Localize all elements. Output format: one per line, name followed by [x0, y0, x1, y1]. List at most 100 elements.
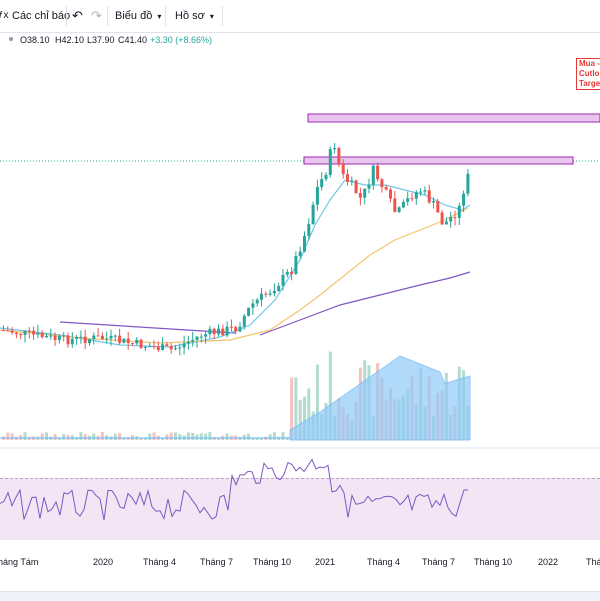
candle-body — [40, 332, 44, 338]
candle-body — [444, 221, 448, 225]
toolbar-divider — [107, 6, 108, 26]
candle-body — [100, 335, 104, 340]
volume-bar — [225, 433, 229, 440]
volume-bar — [113, 433, 117, 440]
indicators-button[interactable]: Các chỉ báo — [12, 10, 71, 22]
volume-bar — [6, 432, 10, 440]
candle-body — [225, 326, 229, 336]
chart-menu-label: Biểu đồ — [115, 10, 153, 22]
volume-bar — [272, 432, 276, 440]
volume-bar — [186, 432, 190, 440]
time-axis-label: Tháng 4 — [367, 557, 401, 567]
candle-body — [333, 147, 337, 150]
ohlc-open: O38.10 — [20, 35, 50, 45]
volume-bar — [251, 437, 255, 440]
profile-menu-button[interactable]: Hồ sơ ▾ — [175, 0, 214, 32]
rsi-line — [0, 458, 468, 521]
candle-body — [285, 271, 289, 275]
legend-dot-icon — [9, 37, 13, 41]
candle-body — [70, 338, 74, 345]
rsi-pane[interactable] — [0, 478, 600, 540]
candle-body — [414, 192, 418, 199]
moving-averages — [0, 179, 471, 348]
ohlc-low: L37.90 — [87, 35, 115, 45]
candle-body — [139, 339, 143, 348]
volume-bar — [161, 437, 165, 440]
volume-bar — [10, 433, 14, 440]
chart-menu-button[interactable]: Biểu đồ ▾ — [115, 0, 161, 32]
candle-body — [126, 338, 130, 344]
candle-body — [328, 149, 332, 175]
volume-bar — [139, 437, 143, 440]
volume-bar — [40, 433, 44, 440]
candle-body — [466, 173, 470, 194]
bottom-bar — [0, 591, 600, 601]
candle-body — [221, 328, 225, 336]
candle-body — [208, 328, 212, 335]
candle-body — [449, 217, 453, 222]
candle-body — [376, 165, 380, 180]
candle-body — [178, 347, 182, 349]
candle-body — [432, 201, 435, 203]
candle-body — [440, 212, 444, 225]
profile-menu-label: Hồ sơ — [175, 10, 205, 22]
candle-body — [255, 299, 259, 304]
volume-bar — [174, 432, 177, 440]
note-line-1: Mua - — [579, 59, 600, 68]
volume-bar — [307, 388, 311, 440]
candle-body — [19, 334, 23, 336]
candle-body — [66, 335, 70, 345]
candle-body — [156, 346, 160, 350]
candle-body — [109, 335, 113, 339]
candle-body — [118, 335, 122, 343]
candle-body — [358, 193, 362, 198]
time-axis-label: 2021 — [315, 557, 336, 567]
candle-body — [311, 204, 315, 225]
volume-bar — [165, 434, 169, 440]
candle-body — [427, 190, 431, 203]
ohlc-change: +3.30 (+8.66%) — [150, 35, 213, 45]
candle-body — [199, 336, 203, 338]
candle-body — [88, 339, 91, 344]
volume-bar — [217, 437, 220, 440]
volume-bar — [178, 433, 182, 440]
candle-body — [419, 191, 423, 193]
time-axis-label: háng Tám — [0, 557, 39, 567]
candle-body — [462, 193, 466, 206]
candle-body — [169, 346, 173, 350]
time-axis-label: 2020 — [93, 557, 114, 567]
candle-body — [161, 344, 165, 350]
undo-icon[interactable]: ↶ — [72, 8, 83, 23]
redo-icon[interactable]: ↷ — [91, 8, 102, 23]
time-axis-label: Tháng 7 — [422, 557, 456, 567]
candle-body — [152, 346, 156, 348]
ohlc-legend: O38.10 H42.10 L37.90 C41.40 +3.30 (+8.66… — [0, 33, 600, 47]
chevron-down-icon: ▾ — [209, 12, 214, 21]
candle-body — [148, 346, 152, 348]
candle-body — [53, 335, 57, 340]
candle-body — [105, 338, 109, 340]
trade-note-annotation[interactable]: Mua - Cutlo Targe — [576, 58, 600, 90]
candle-body — [423, 190, 427, 192]
volume-bar — [62, 434, 66, 440]
candle-body — [242, 315, 246, 327]
volume-bar — [191, 433, 195, 440]
candle-body — [135, 339, 139, 344]
volume-bar — [199, 433, 203, 440]
time-axis[interactable] — [0, 540, 600, 580]
candle-body — [389, 189, 392, 199]
volume-bar — [303, 396, 306, 440]
ohlc-high: H42.10 — [55, 35, 85, 45]
candlesticks — [2, 143, 470, 356]
ma-fast-line — [0, 179, 471, 348]
candle-body — [182, 343, 186, 348]
volume-bar — [208, 432, 212, 440]
candle-body — [251, 303, 255, 308]
candle-body — [315, 186, 319, 205]
volume-bars — [0, 351, 471, 441]
candle-body — [14, 332, 18, 335]
volume-bar — [45, 432, 48, 440]
candle-body — [264, 293, 268, 295]
fx-icon[interactable]: ƒx — [0, 10, 9, 21]
